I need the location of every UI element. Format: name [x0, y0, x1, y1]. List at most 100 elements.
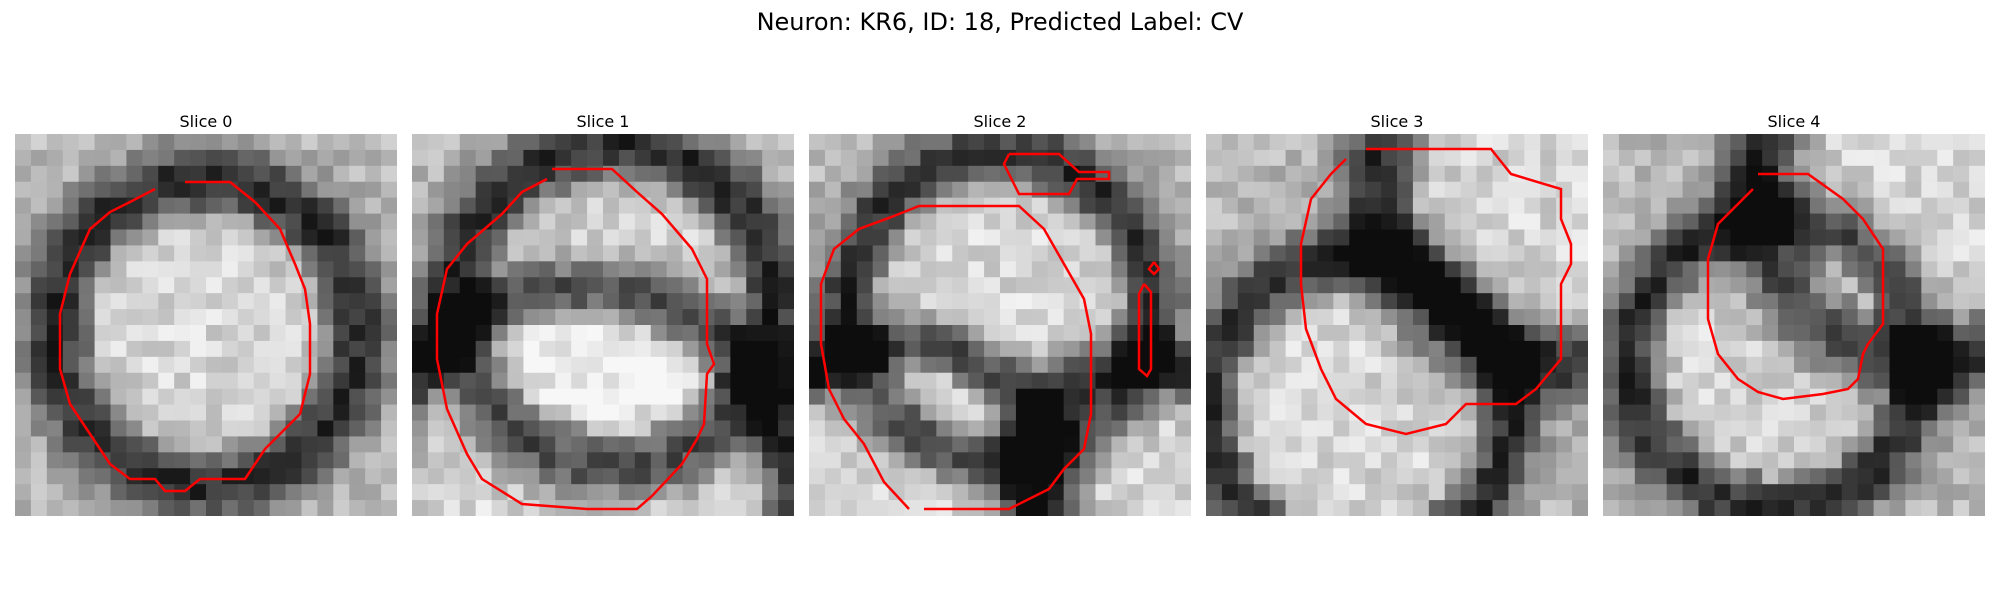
- pixel: [1175, 197, 1191, 215]
- pixel: [1618, 277, 1636, 294]
- pixel: [1905, 325, 1922, 342]
- pixel: [62, 309, 80, 326]
- pixel: [840, 213, 858, 231]
- pixel: [888, 293, 906, 310]
- pixel: [1857, 229, 1875, 247]
- pixel: [1714, 325, 1731, 342]
- pixel: [30, 149, 48, 167]
- pixel: [269, 149, 287, 167]
- pixel: [1412, 452, 1430, 469]
- pixel: [381, 404, 397, 422]
- pixel: [365, 372, 382, 390]
- pixel: [1937, 452, 1954, 469]
- pixel: [698, 165, 716, 183]
- pixel: [174, 165, 191, 183]
- pixel: [1921, 325, 1938, 342]
- pixel: [1873, 452, 1891, 469]
- pixel: [1221, 149, 1239, 167]
- pixel: [78, 468, 96, 485]
- pixel: [1175, 325, 1191, 342]
- slice-panel-2: Slice 2: [809, 110, 1191, 516]
- pixel: [746, 500, 763, 516]
- pixel: [1000, 388, 1017, 406]
- pixel: [1000, 372, 1017, 390]
- pixel: [666, 149, 684, 167]
- pixel: [94, 484, 112, 501]
- pixel: [1730, 452, 1747, 469]
- pixel: [618, 372, 636, 390]
- pixel: [1000, 213, 1017, 231]
- pixel: [1857, 500, 1875, 516]
- pixel: [1079, 452, 1097, 469]
- pixel: [269, 181, 287, 199]
- pixel: [110, 388, 128, 406]
- pixel: [1460, 149, 1478, 167]
- pixel: [1063, 293, 1081, 310]
- pixel: [1476, 261, 1494, 278]
- pixel: [1333, 197, 1350, 215]
- pixel: [174, 452, 191, 469]
- pixel: [1349, 484, 1366, 501]
- pixel: [920, 293, 937, 310]
- pixel: [555, 134, 572, 151]
- pixel: [1841, 500, 1859, 516]
- pixel: [1778, 388, 1795, 406]
- pixel: [778, 213, 794, 231]
- pixel: [634, 309, 652, 326]
- pixel: [1618, 293, 1636, 310]
- pixel: [809, 245, 826, 262]
- pixel: [824, 484, 842, 501]
- pixel: [1746, 277, 1763, 294]
- pixel: [158, 468, 175, 485]
- pixel: [824, 420, 842, 438]
- pixel: [1349, 197, 1366, 215]
- pixel: [1618, 181, 1636, 199]
- pixel: [1365, 452, 1382, 469]
- pixel: [1476, 340, 1494, 358]
- pixel: [555, 293, 572, 310]
- pixel: [1524, 197, 1541, 215]
- pixel: [381, 197, 397, 215]
- pixel: [1253, 420, 1271, 438]
- pixel: [1825, 372, 1843, 390]
- pixel: [206, 404, 223, 422]
- pixel: [1666, 181, 1684, 199]
- slice-image-2: [809, 134, 1191, 516]
- pixel: [587, 213, 604, 231]
- pixel: [1206, 309, 1223, 326]
- pixel: [1618, 372, 1636, 390]
- pixel: [1682, 213, 1700, 231]
- pixel: [507, 468, 525, 485]
- pixel: [491, 213, 509, 231]
- pixel: [856, 309, 874, 326]
- pixel: [1349, 420, 1366, 438]
- pixel: [714, 149, 731, 167]
- pixel: [872, 500, 890, 516]
- pixel: [824, 468, 842, 485]
- pixel: [1412, 245, 1430, 262]
- pixel: [333, 149, 350, 167]
- pixel: [571, 197, 588, 215]
- pixel: [1841, 134, 1859, 151]
- pixel: [1857, 165, 1875, 183]
- pixel: [333, 181, 350, 199]
- pixel: [698, 181, 716, 199]
- pixel: [1572, 229, 1588, 247]
- pixel: [1412, 420, 1430, 438]
- pixel: [349, 165, 366, 183]
- pixel: [491, 388, 509, 406]
- pixel: [1746, 245, 1763, 262]
- pixel: [920, 181, 937, 199]
- pixel: [1381, 404, 1398, 422]
- pixel: [333, 436, 350, 453]
- pixel: [1730, 165, 1747, 183]
- pixel: [269, 484, 287, 501]
- pixel: [1317, 325, 1334, 342]
- pixel: [349, 404, 366, 422]
- pixel: [698, 484, 716, 501]
- pixel: [1444, 181, 1462, 199]
- pixel: [269, 134, 287, 151]
- pixel: [682, 181, 700, 199]
- pixel: [1015, 213, 1033, 231]
- pixel: [872, 484, 890, 501]
